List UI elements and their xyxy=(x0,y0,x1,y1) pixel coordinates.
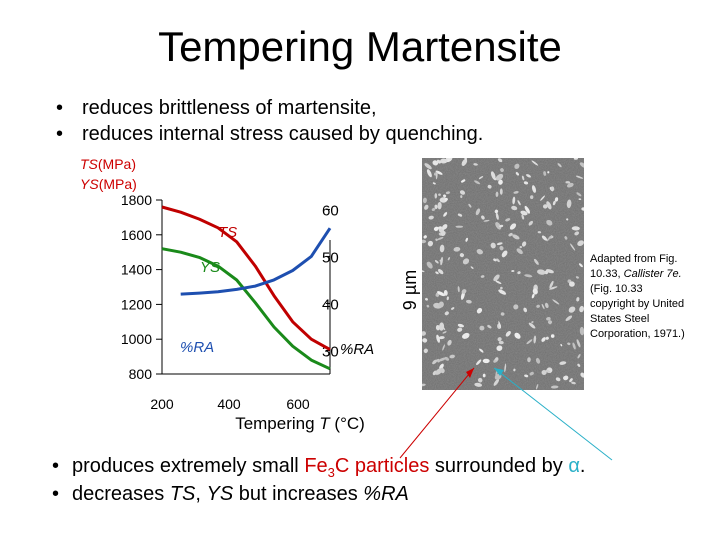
y-left-tick-label-1800: 1800 xyxy=(121,192,152,208)
martensite-micrograph xyxy=(422,158,584,390)
top-bullet-2-text: reduces internal stress caused by quench… xyxy=(82,123,484,145)
series-ts-line xyxy=(161,205,331,351)
alpha-pointer-arrow xyxy=(494,368,504,376)
x-tick-label-200: 200 xyxy=(150,396,174,412)
series-ys-label: YS xyxy=(200,259,220,276)
figure-caption: Adapted from Fig. 10.33, Callister 7e. (… xyxy=(590,253,685,340)
x-tick-label-600: 600 xyxy=(286,396,310,412)
series-ra-label: %RA xyxy=(180,339,214,356)
y-left-tick-label-1200: 1200 xyxy=(121,296,152,312)
fe3c-pointer-arrow xyxy=(466,368,474,378)
top-bullet-1-text: reduces brittleness of martensite, xyxy=(82,97,377,119)
scale-bar-label: 9 µm xyxy=(400,270,420,310)
micrograph-image xyxy=(422,158,584,390)
y-right-tick-label-50: 50 xyxy=(322,249,339,266)
x-tick-label-400: 400 xyxy=(217,396,241,412)
svg-text:9 µm: 9 µm xyxy=(400,270,420,310)
y-right-tick-label-40: 40 xyxy=(322,296,339,313)
fe3c-pointer-line xyxy=(399,367,475,459)
y-label-ys: YS(MPa) xyxy=(80,176,137,192)
y-left-tick-label-1400: 1400 xyxy=(121,262,152,278)
slide-title: Tempering Martensite xyxy=(158,23,562,70)
y-left-tick-label-800: 800 xyxy=(129,366,153,382)
y-left-tick-label-1000: 1000 xyxy=(121,331,152,347)
top-bullet-2: • reduces internal stress caused by quenc… xyxy=(56,123,484,145)
y-label-ts: TS(MPa) xyxy=(80,156,137,172)
top-bullet-1: • reduces brittleness of martensite, xyxy=(56,97,377,119)
series-pctra-line xyxy=(180,227,332,296)
bottom-bullet-1: • produces extremely small Fe3C particles… xyxy=(52,455,586,480)
series-ts-label: TS xyxy=(218,224,237,241)
bottom-bullet-2: • decreases TS, YS but increases %RA xyxy=(52,483,409,505)
alpha-pointer-line xyxy=(493,367,613,461)
x-axis-label: Tempering T (°C) xyxy=(235,414,365,433)
y-right-label: %RA xyxy=(340,341,374,358)
y-left-tick-label-1600: 1600 xyxy=(121,227,152,243)
y-right-tick-label-60: 60 xyxy=(322,202,339,219)
series-ys-line xyxy=(161,247,331,371)
